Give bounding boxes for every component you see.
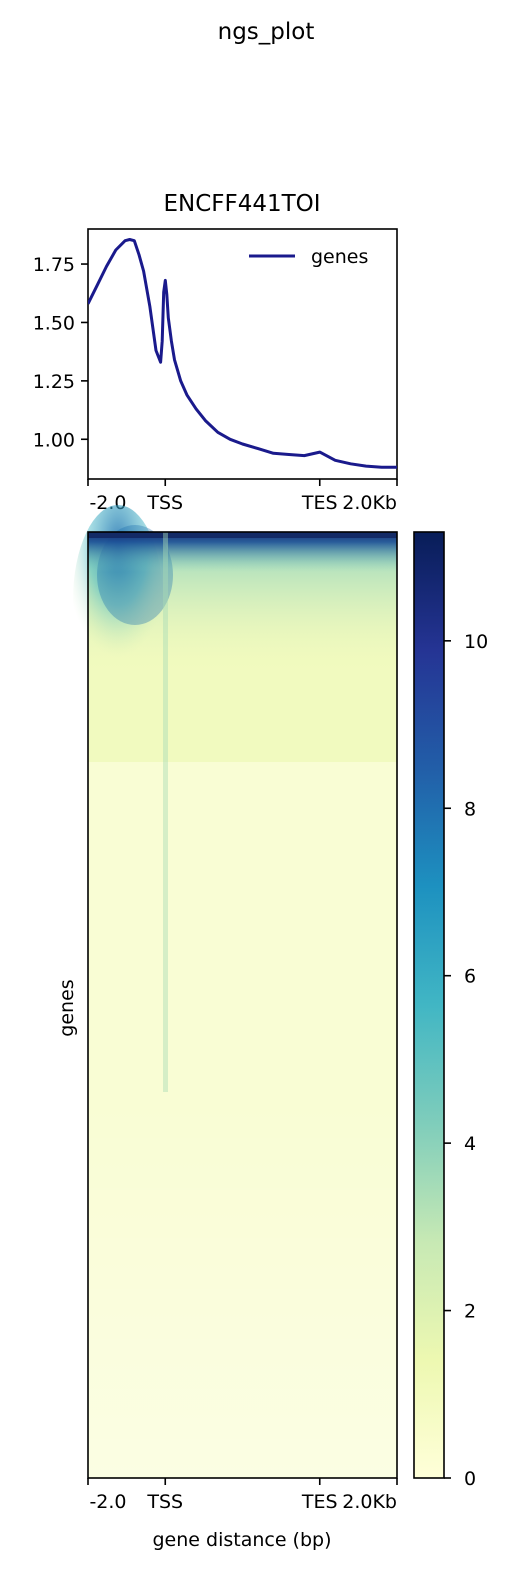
- series-line-genes: [88, 238, 397, 469]
- profile-x-tick-label: TES: [301, 492, 338, 514]
- colorbar-axis: 0 2 4 6 8 10: [444, 631, 488, 1490]
- colorbar-gradient: [414, 532, 444, 1478]
- profile-y-tick-label: 1.00: [33, 429, 75, 451]
- heatmap-x-tick-label: -2.0: [89, 1491, 126, 1513]
- colorbar-tick-label: 6: [464, 966, 476, 988]
- heatmap-x-tick-label: 2.0Kb: [342, 1491, 397, 1513]
- colorbar-tick-label: 10: [464, 631, 488, 653]
- heatmap-ylabel: genes: [56, 979, 78, 1036]
- colorbar: 0 2 4 6 8 10: [413, 531, 488, 1490]
- heatmap-x-axis: -2.0 TSS TES 2.0Kb: [87, 1478, 398, 1513]
- heatmap-x-tick-label: TES: [301, 1491, 338, 1513]
- profile-x-tick-label: TSS: [146, 492, 183, 514]
- heatmap-xlabel: gene distance (bp): [152, 1529, 331, 1551]
- heatmap-axes-frame: [87, 531, 398, 1479]
- profile-y-tick-label: 1.75: [33, 254, 75, 276]
- figure-suptitle: ngs_plot: [218, 19, 315, 45]
- colorbar-tick-label: 8: [464, 798, 476, 820]
- profile-axes-frame: [87, 228, 398, 480]
- profile-y-tick-label: 1.50: [33, 312, 75, 334]
- profile-x-tick-label: 2.0Kb: [342, 492, 397, 514]
- profile-title: ENCFF441TOI: [163, 191, 320, 217]
- legend-label-genes: genes: [311, 246, 368, 268]
- profile-legend: genes: [249, 246, 368, 268]
- colorbar-tick-label: 0: [464, 1468, 476, 1490]
- colorbar-tick-label: 2: [464, 1301, 476, 1323]
- profile-y-tick-label: 1.25: [33, 371, 75, 393]
- profile-x-axis: -2.0 TSS TES 2.0Kb: [87, 479, 398, 514]
- heatmap-image: [73, 505, 397, 1478]
- colorbar-frame: [413, 531, 445, 1479]
- heatmap-panel: -2.0 TSS TES 2.0Kb gene distance (bp) genes: [56, 505, 398, 1551]
- profile-y-axis: 1.75 1.50 1.25 1.00: [33, 254, 88, 451]
- colorbar-tick-label: 4: [464, 1133, 476, 1155]
- profile-panel: ENCFF441TOI 1.751.501.251.00 -2.0 TSS TES 2…: [33, 191, 398, 514]
- heatmap-x-tick-label: TSS: [146, 1491, 183, 1513]
